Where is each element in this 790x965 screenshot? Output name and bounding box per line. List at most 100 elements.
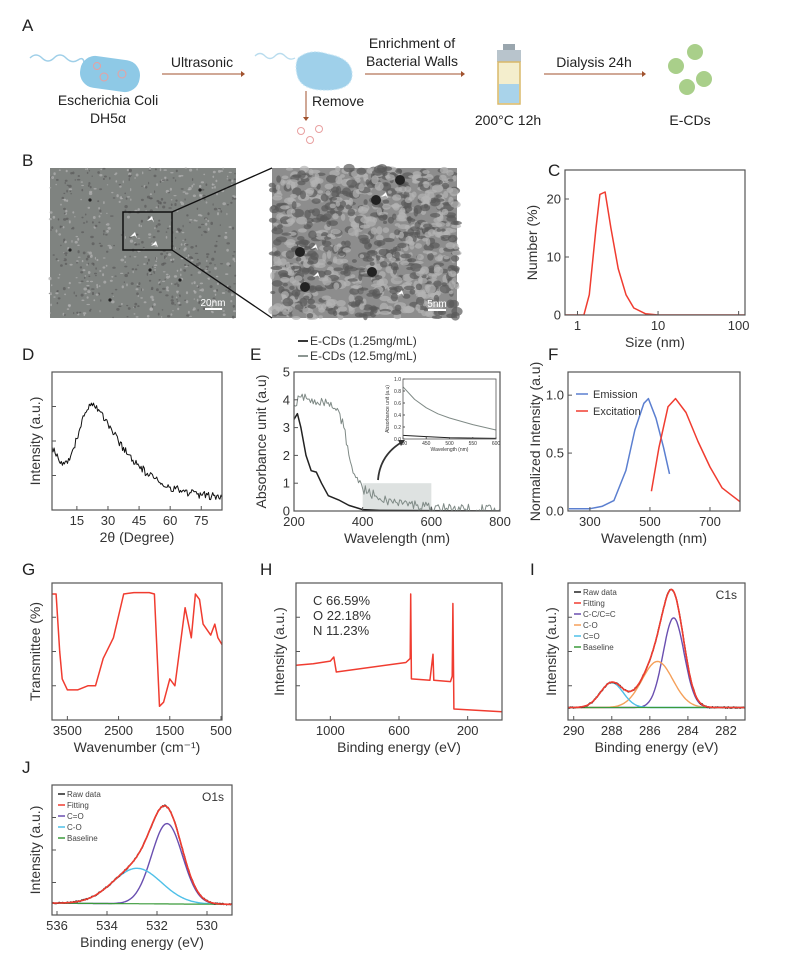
tem-grain [437,254,443,262]
tem-grain [385,174,396,181]
tem-grain [175,237,177,239]
tem-grain [326,174,338,183]
panel-label-d: D [22,345,34,364]
tem-grain [58,273,61,276]
tem-grain [302,307,314,314]
tem-grain [214,267,217,270]
tem-grain [96,285,99,289]
tem-grain [138,243,140,246]
tem-grain [177,283,180,287]
tem-grain [55,292,59,295]
arrow-icon [303,91,309,121]
tem-grain [144,204,147,208]
broken-cell-icon [295,51,353,91]
tem-grain [121,285,125,289]
y-tick-label: 0.0 [546,504,564,519]
tem-grain [115,180,118,183]
plot-area [568,588,745,709]
tem-grain [168,225,171,228]
tem-grain [112,197,116,199]
x-tick-label: 3500 [53,723,82,738]
tem-grain [389,286,398,290]
bacterium-label: Escherichia Coli [58,92,158,108]
tem-grain [447,214,456,219]
tem-grain [222,310,225,312]
tem-grain [148,181,150,185]
tem-grain [176,269,179,272]
tem-grain [306,221,313,228]
tem-grain [186,314,190,317]
tem-grain [65,254,67,256]
series-line-0 [565,191,745,315]
carbon-dot-particle [148,268,152,272]
tem-grain [292,174,302,178]
tem-grain [63,192,66,195]
chart-e: 200 400 600 800 0 1 2 3 4 5 Wavelength (nm) Absorba… [253,334,511,546]
tem-grain [187,188,190,191]
tem-grain [121,197,123,200]
legend-label: C-C/C=C [583,610,616,619]
plot-frame [51,371,223,511]
tem-grain [231,196,234,200]
x-tick-label: 500 [210,723,232,738]
tem-grain [110,215,114,217]
legend-label: Raw data [583,588,617,597]
tem-grain [60,264,63,267]
tem-grain [78,282,82,284]
legend-label: E-CDs (12.5mg/mL) [310,349,417,363]
y-axis-label: Intensity (a.u.) [27,806,43,895]
tem-grain [157,205,159,209]
tem-grain [93,187,97,190]
tem-grain [379,261,388,268]
tem-grain [268,217,277,223]
tem-grain [272,195,283,201]
y-tick-label: 1.0 [546,388,564,403]
plasmid-icon [93,62,101,70]
tem-grain [99,188,103,191]
tem-grain [89,190,93,194]
tem-grain [342,247,351,253]
tem-grain [120,234,123,236]
tem-grain [124,265,128,268]
tem-grain [162,287,166,290]
tem-grain [322,252,327,262]
tem-grain [193,219,197,222]
chart-f: 300 500 700 0.0 0.5 1.0 Wavelength (nm) Normali… [527,362,741,546]
tem-grain [133,256,137,258]
tem-grain [175,246,177,250]
x-tick-label: 200 [457,723,479,738]
tem-grain [439,247,445,254]
tem-grain [65,217,69,220]
tem-grain [188,315,193,317]
tem-grain [305,217,314,223]
tem-grain [285,167,294,171]
tem-grain [199,184,202,188]
tem-grain [344,240,351,248]
tem-grain [383,220,387,224]
tem-grain [134,243,137,246]
tem-grain [335,176,343,185]
tem-grain [443,191,449,199]
tem-grain [233,251,236,253]
tem-grain [416,254,424,261]
tem-grain [234,172,236,175]
panel-label-g: G [22,560,35,579]
tem-grain [149,307,153,311]
tem-grain [178,229,182,232]
tem-grain [198,226,202,229]
tem-grain [180,174,184,177]
x-tick-label: 30 [101,513,115,528]
tem-grain [63,212,66,215]
tem-grain [436,228,442,233]
x-tick-label: 550 [469,441,478,447]
tem-grain [55,258,58,261]
y-tick-label: 0.5 [546,446,564,461]
inset-series-line-1 [402,386,497,431]
tem-grain [74,179,77,181]
tem-grain [164,176,167,178]
tem-grain [119,185,122,188]
tem-grain [148,279,152,282]
step-dialysis-label: Dialysis 24h [556,54,631,70]
tem-grain [201,234,203,236]
